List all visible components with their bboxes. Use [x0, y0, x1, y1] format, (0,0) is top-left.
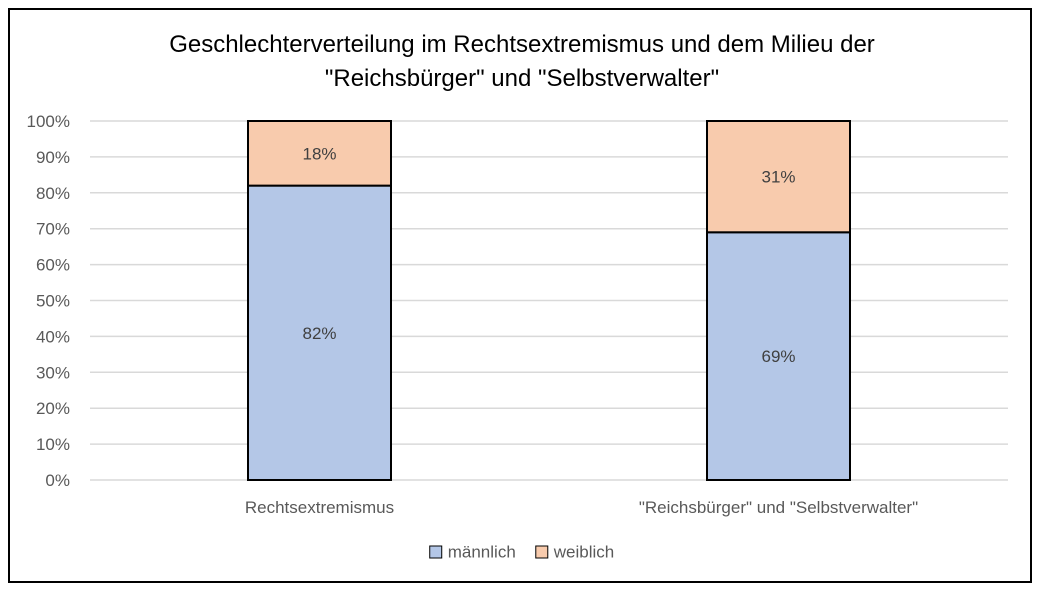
legend-label: weiblich: [553, 543, 614, 562]
y-tick-label: 0%: [45, 471, 70, 490]
data-label: 31%: [761, 168, 795, 187]
y-tick-label: 40%: [36, 327, 70, 346]
bars: [247, 120, 851, 481]
bar-segment: [247, 120, 392, 187]
y-tick-label: 10%: [36, 435, 70, 454]
chart-svg: Geschlechterverteilung im Rechtsextremis…: [27, 31, 1008, 562]
y-axis-tick-labels: 0% 10% 20% 30% 40% 50% 60% 70% 80% 90% 100%: [27, 112, 70, 490]
legend: männlich weiblich: [429, 543, 614, 562]
bar-segment: [706, 231, 851, 481]
legend-item: männlich: [429, 543, 516, 562]
data-label: 69%: [761, 347, 795, 366]
legend-label: männlich: [448, 543, 516, 562]
data-labels: 82% 18% 69% 31%: [302, 144, 795, 366]
y-tick-label: 20%: [36, 399, 70, 418]
gridlines: [90, 120, 1008, 481]
data-label: 82%: [302, 324, 336, 343]
legend-swatch: [535, 545, 549, 559]
y-tick-label: 30%: [36, 363, 70, 382]
legend-swatch: [429, 545, 443, 559]
y-tick-label: 80%: [36, 184, 70, 203]
y-tick-label: 100%: [27, 112, 70, 131]
y-tick-label: 50%: [36, 292, 70, 311]
chart-title-line-2: "Reichsbürger" und "Selbstverwalter": [325, 65, 719, 92]
bar-segment: [706, 120, 851, 234]
bar-segment: [247, 184, 392, 481]
x-axis-category-labels: Rechtsextremismus "Reichsbürger" und "Sel…: [245, 498, 918, 517]
y-tick-label: 90%: [36, 148, 70, 167]
x-category-label: "Reichsbürger" und "Selbstverwalter": [639, 498, 918, 517]
data-label: 18%: [302, 144, 336, 163]
chart-title-line-1: Geschlechterverteilung im Rechtsextremis…: [169, 31, 875, 58]
chart-frame: Geschlechterverteilung im Rechtsextremis…: [8, 8, 1032, 583]
y-tick-label: 70%: [36, 220, 70, 239]
chart-title: Geschlechterverteilung im Rechtsextremis…: [169, 31, 875, 92]
y-tick-label: 60%: [36, 256, 70, 275]
x-category-label: Rechtsextremismus: [245, 498, 394, 517]
legend-item: weiblich: [535, 543, 614, 562]
